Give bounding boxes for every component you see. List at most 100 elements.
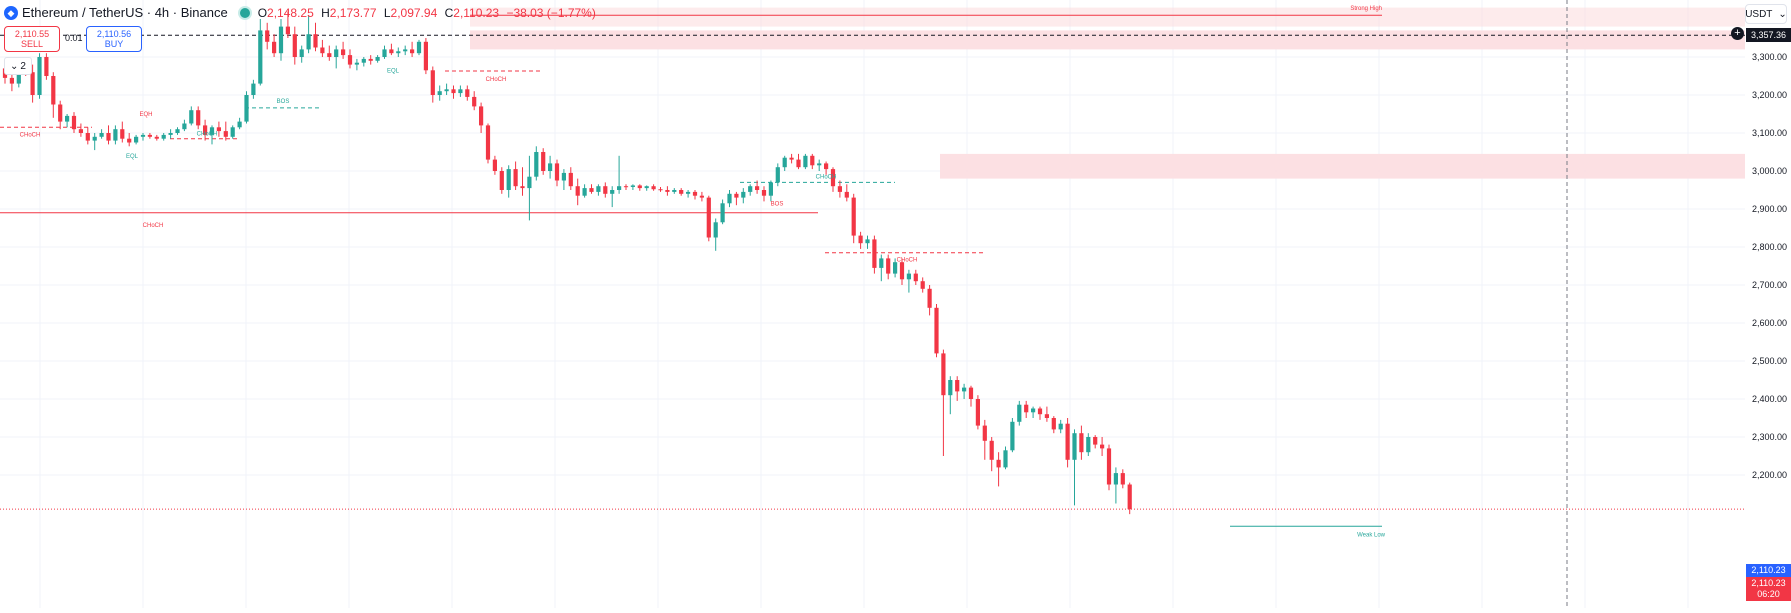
candle-body bbox=[285, 26, 290, 35]
candle-body bbox=[554, 163, 560, 181]
close-value: 2,110.23 bbox=[453, 5, 500, 20]
candle-body bbox=[955, 380, 960, 392]
candle-body bbox=[706, 197, 711, 238]
spread-value: 0.01 bbox=[65, 33, 83, 43]
currency-select[interactable]: USDT ⌄ bbox=[1745, 4, 1787, 24]
candle-body bbox=[423, 41, 428, 71]
candle-body bbox=[51, 76, 56, 105]
indicators-toggle-button[interactable]: ⌄ 2 bbox=[4, 57, 32, 75]
candle-body bbox=[113, 129, 118, 141]
candle-body bbox=[665, 190, 670, 192]
candle-body bbox=[617, 186, 622, 190]
candle-body bbox=[1058, 423, 1063, 430]
candle-body bbox=[603, 186, 608, 194]
candle-body bbox=[720, 203, 725, 223]
market-status-dot-icon[interactable] bbox=[239, 7, 250, 18]
candle-body bbox=[886, 258, 891, 274]
y-tick-label: 2,800.00 bbox=[1752, 242, 1787, 252]
candle-body bbox=[527, 176, 532, 189]
candle-body bbox=[347, 55, 353, 65]
y-tick-label: 2,200.00 bbox=[1752, 470, 1787, 480]
candle-body bbox=[534, 152, 539, 177]
candle-body bbox=[672, 190, 677, 192]
candle-body bbox=[44, 57, 49, 76]
candle-body bbox=[430, 70, 435, 95]
eql-label: EQL bbox=[387, 69, 400, 75]
candle-body bbox=[879, 258, 884, 268]
candle-body bbox=[755, 186, 760, 190]
change-value: −38.03 (−1.77%) bbox=[506, 5, 596, 20]
candle-body bbox=[982, 425, 987, 441]
add-plus-icon[interactable]: + bbox=[1731, 27, 1744, 40]
chevron-down-icon: ⌄ bbox=[1778, 8, 1787, 20]
candle-body bbox=[458, 89, 463, 94]
candle-body bbox=[1106, 448, 1112, 485]
low-value: 2,097.94 bbox=[390, 5, 438, 20]
choch-label: CHoCH bbox=[197, 132, 218, 138]
y-tick-label: 2,300.00 bbox=[1752, 432, 1787, 442]
candle-body bbox=[872, 239, 877, 268]
candle-body bbox=[1024, 404, 1029, 413]
candle-body bbox=[354, 62, 359, 65]
candle-body bbox=[258, 30, 263, 84]
candle-body bbox=[251, 83, 256, 95]
candle-body bbox=[1120, 473, 1125, 485]
candle-body bbox=[196, 110, 201, 126]
candle-body bbox=[727, 193, 732, 204]
candle-body bbox=[899, 262, 905, 280]
candle-body bbox=[99, 133, 104, 137]
choch-label: CHoCH bbox=[143, 223, 164, 229]
candle-body bbox=[941, 353, 946, 396]
candle-body bbox=[382, 49, 387, 57]
grid bbox=[0, 0, 1745, 608]
candle-body bbox=[175, 129, 180, 133]
candle-body bbox=[437, 91, 442, 95]
candle-body bbox=[630, 185, 635, 187]
chevron-down-icon: ⌄ bbox=[10, 60, 19, 72]
buy-button[interactable]: 2,110.56 BUY bbox=[86, 26, 142, 52]
candle-body bbox=[830, 169, 836, 187]
candle-body bbox=[734, 193, 739, 198]
candle-body bbox=[85, 133, 90, 141]
candle-body bbox=[1113, 473, 1118, 485]
candle-body bbox=[230, 127, 235, 137]
candle-body bbox=[637, 185, 642, 189]
candle-body bbox=[686, 191, 691, 194]
sell-button[interactable]: 2,110.55 SELL bbox=[4, 26, 60, 52]
candle-body bbox=[1010, 421, 1015, 451]
candle-body bbox=[361, 58, 366, 63]
currency-label: USDT bbox=[1745, 8, 1773, 20]
candle-body bbox=[410, 49, 415, 54]
candle-body bbox=[541, 152, 546, 171]
candle-body bbox=[9, 77, 14, 84]
candle-body bbox=[596, 186, 601, 192]
candle-body bbox=[768, 182, 773, 196]
candle-body bbox=[796, 159, 801, 168]
candle-body bbox=[182, 123, 187, 130]
candle-body bbox=[824, 163, 829, 170]
candle-body bbox=[644, 186, 649, 189]
candle-body bbox=[865, 239, 870, 244]
candle-body bbox=[216, 127, 221, 132]
candle-body bbox=[1037, 408, 1043, 415]
candle-body bbox=[996, 459, 1001, 468]
buy-price: 2,110.56 bbox=[96, 29, 132, 39]
candle-body bbox=[513, 169, 518, 187]
candle-body bbox=[223, 131, 228, 137]
symbol-title[interactable]: Ethereum / TetherUS · 4h · Binance bbox=[22, 5, 228, 20]
candle-body bbox=[78, 129, 83, 133]
candle-body bbox=[37, 57, 42, 95]
candle-body bbox=[520, 186, 525, 189]
candle-body bbox=[989, 440, 994, 460]
y-tick-label: 3,000.00 bbox=[1752, 166, 1787, 176]
candle-body bbox=[789, 157, 794, 160]
candle-body bbox=[299, 49, 304, 57]
candle-body bbox=[589, 188, 594, 192]
y-tick-label: 2,900.00 bbox=[1752, 204, 1787, 214]
y-tick-label: 3,100.00 bbox=[1752, 128, 1787, 138]
candle-body bbox=[65, 115, 70, 122]
candle-body bbox=[858, 235, 863, 244]
candle-body bbox=[375, 57, 380, 61]
